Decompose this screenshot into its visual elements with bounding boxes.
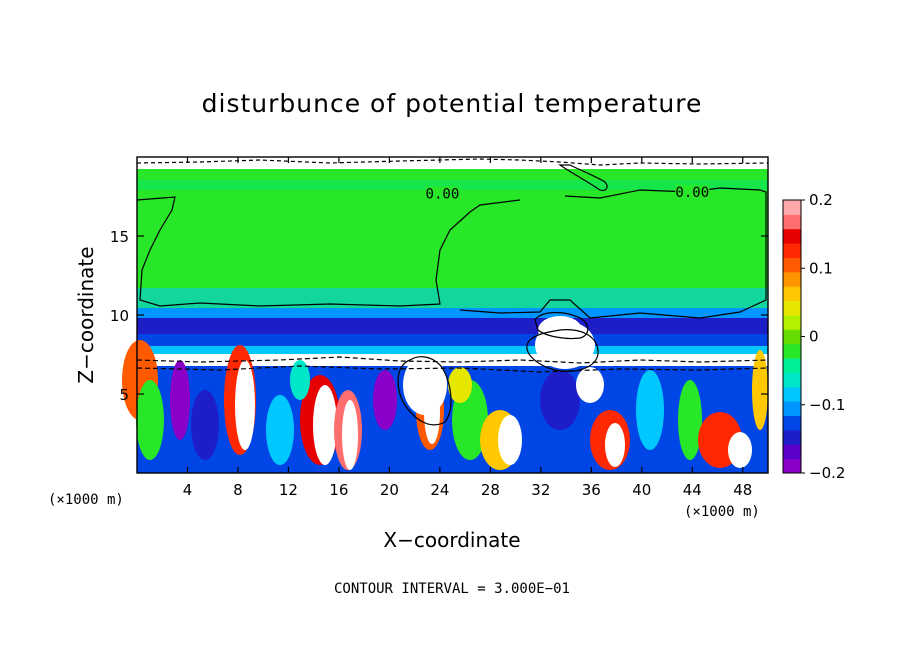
contour-interval-note: CONTOUR INTERVAL = 3.000E−01 [334, 581, 570, 597]
cell-contour-1 [397, 356, 452, 426]
colorbar-swatch [783, 214, 801, 230]
chart-title: disturbunce of potential temperature [202, 89, 703, 118]
colorbar-swatch [783, 401, 801, 417]
field-cell [235, 360, 255, 450]
colorbar-swatch [783, 314, 801, 330]
colorbar-tick-label: 0.2 [809, 191, 833, 209]
x-axis-ticks: 4 8 12 16 20 24 28 32 36 40 44 48 [183, 157, 752, 499]
colorbar-swatch [783, 444, 801, 460]
field-cell [498, 415, 522, 465]
x-unit-right: (×1000 m) [684, 504, 760, 520]
cell-contour-2 [526, 329, 599, 372]
field-cell [373, 370, 397, 430]
x-tick-label: 36 [582, 481, 601, 499]
colorbar-swatch [783, 200, 801, 215]
field-cell [136, 380, 164, 460]
x-unit-left: (×1000 m) [48, 492, 124, 508]
x-tick-label: 8 [233, 481, 243, 499]
field-cell [728, 432, 752, 468]
colorbar-tick-label: −0.2 [809, 464, 845, 482]
colorbar: 0.2 0.1 0 −0.1 −0.2 [782, 191, 845, 482]
inversion-band-blue [137, 334, 768, 346]
y-tick-label: 5 [119, 386, 129, 404]
upper-band [137, 180, 768, 190]
zero-contour-left [136, 196, 521, 307]
field-cell [636, 370, 664, 450]
x-tick-label: 48 [733, 481, 752, 499]
y-axis-label: Z−coordinate [74, 246, 98, 383]
colorbar-tick-label: 0.1 [809, 259, 833, 277]
colorbar-swatch [783, 415, 801, 431]
field-cell [540, 370, 580, 430]
inversion-contour [136, 356, 769, 364]
contour-lines [136, 158, 769, 426]
field-cell [576, 367, 604, 403]
contour-labels: 0.00 0.00 [425, 184, 710, 203]
top-white-layer [137, 157, 768, 169]
x-tick-label: 40 [632, 481, 651, 499]
inversion-band-dark [137, 318, 768, 334]
field-cell [342, 400, 358, 470]
y-tick-label: 15 [110, 228, 129, 246]
colorbar-swatch [783, 372, 801, 388]
field-cell [605, 423, 625, 467]
colorbar-swatch [783, 286, 801, 302]
mid-band-cyan [137, 288, 768, 308]
colorbar-swatch [783, 300, 801, 316]
x-tick-label: 28 [481, 481, 500, 499]
field-cell [266, 395, 294, 465]
inversion-band-cyan [137, 346, 768, 354]
contour-label: 0.00 [675, 185, 709, 201]
colorbar-swatch [783, 228, 801, 244]
contour-label: 0.00 [426, 187, 460, 203]
x-axis-label: X−coordinate [383, 528, 520, 552]
field-cell [170, 360, 190, 440]
colorbar-swatch [783, 257, 801, 273]
x-tick-label: 44 [683, 481, 702, 499]
upper-right-contour [558, 164, 608, 192]
x-tick-label: 20 [380, 481, 399, 499]
contour-label-bg [675, 184, 710, 199]
inversion-contour-2 [136, 365, 769, 373]
colorbar-swatch [783, 243, 801, 258]
colorbar-swatch [783, 458, 801, 474]
contour-label-bg [425, 186, 460, 201]
cell-contour-3 [534, 311, 589, 340]
y-tick-label: 10 [110, 307, 129, 325]
lower-layer-cells [122, 316, 768, 470]
x-tick-label: 4 [183, 481, 193, 499]
x-tick-label: 24 [430, 481, 449, 499]
plot-area: 0.00 0.00 [122, 156, 769, 474]
colorbar-tick-label: 0 [809, 328, 819, 346]
y-axis-ticks: 5 10 15 [110, 228, 768, 404]
colorbar-swatch [783, 429, 801, 445]
field-cell [191, 390, 219, 460]
colorbar-swatch [783, 329, 801, 345]
colorbar-swatch [783, 386, 801, 402]
field-cell [313, 385, 337, 465]
x-tick-label: 12 [279, 481, 298, 499]
x-tick-label: 16 [329, 481, 348, 499]
colorbar-swatch [783, 358, 801, 373]
field-cell [290, 360, 310, 400]
field-cell [752, 350, 768, 430]
zero-contour-right [459, 187, 767, 319]
top-contours [136, 158, 769, 166]
cloud-cell [403, 355, 447, 415]
colorbar-tick-label: −0.1 [809, 396, 845, 414]
field-cell [678, 380, 702, 460]
inversion-band-light [137, 308, 768, 318]
colorbar-swatch [783, 271, 801, 287]
colorbar-swatch [783, 343, 801, 359]
x-tick-label: 32 [531, 481, 550, 499]
field-cell [448, 367, 472, 403]
